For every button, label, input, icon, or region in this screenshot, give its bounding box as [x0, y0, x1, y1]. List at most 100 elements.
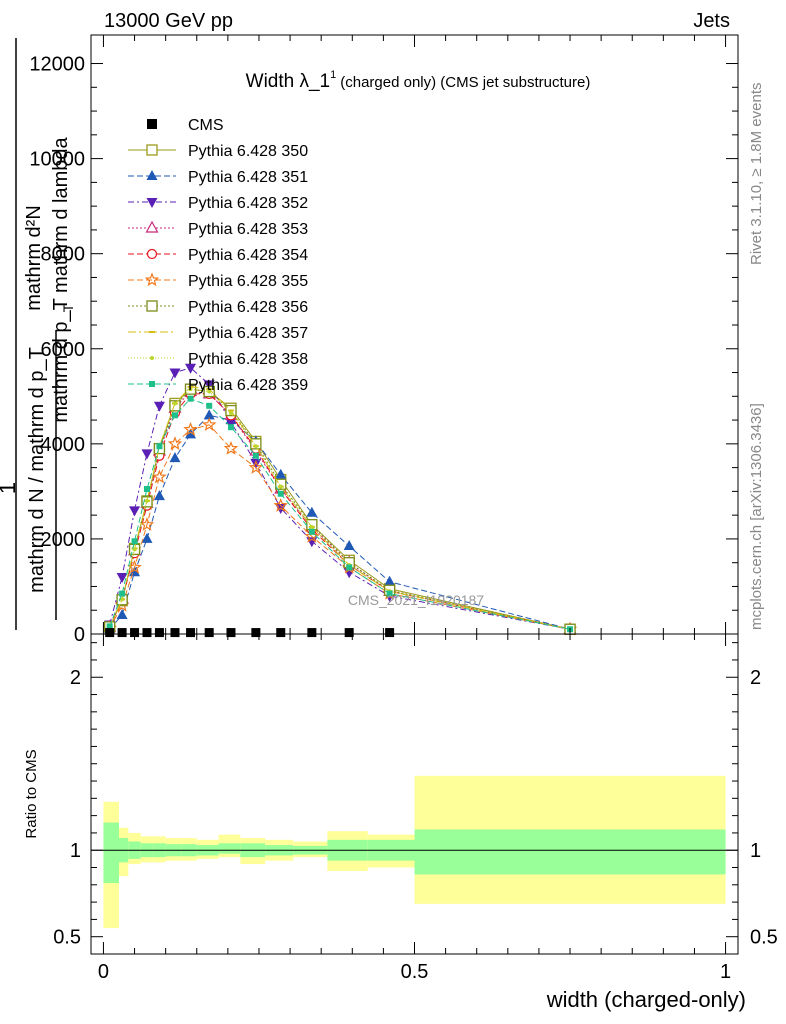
cms-data-point [251, 628, 261, 638]
series-point [207, 389, 212, 394]
series-pythia-6.428-356 [104, 383, 576, 635]
series-point [120, 597, 125, 602]
cms-data-point [276, 628, 286, 638]
series-pythia-6.428-353 [103, 384, 577, 634]
cms-data-point [186, 628, 196, 638]
legend-label: Pythia 6.428 355 [188, 273, 308, 290]
series-point [206, 402, 213, 409]
main-y-label: mathrm d²N mathrm d p_T mathrm d lambda … [0, 38, 76, 630]
series-line [109, 386, 571, 630]
series-point [152, 469, 167, 484]
series-point [131, 538, 138, 545]
main-y-tick-label: 0 [74, 624, 85, 646]
series-point [185, 363, 197, 374]
main-y-tick-label: 8000 [41, 244, 86, 266]
series-point [228, 410, 233, 415]
cms-data-point [204, 628, 214, 638]
stat-band-bin [414, 829, 726, 875]
ratio-y-tick-label-right: 1 [750, 840, 761, 862]
series-line [109, 388, 571, 630]
series-point [143, 486, 150, 493]
legend-swatch [145, 220, 159, 233]
legend-entry: Pythia 6.428 357 [128, 325, 308, 342]
legend-swatch [146, 144, 158, 156]
ratio-y-tick-label: 1 [70, 840, 81, 862]
main-title-text: Width λ_1 [246, 71, 330, 92]
ratio-y-label: Ratio to CMS [23, 749, 40, 838]
main-y-tick-label: 12000 [29, 54, 85, 76]
series-line [109, 388, 571, 630]
series-point [225, 418, 237, 429]
legend-swatch [150, 356, 154, 360]
legend-swatch [144, 272, 160, 287]
series-point [169, 452, 181, 463]
series-point [153, 490, 165, 501]
series-point [185, 428, 197, 439]
series-point [201, 417, 217, 432]
series-point [253, 444, 258, 449]
series-point [129, 566, 141, 577]
series-point [278, 484, 283, 489]
ratio-bands [103, 775, 726, 929]
legend-entry: CMS [147, 117, 224, 134]
legend-entry: Pythia 6.428 351 [128, 169, 308, 186]
legend-entry: Pythia 6.428 355 [128, 272, 308, 290]
series-point [132, 547, 137, 552]
y-label-subscript: T [60, 303, 76, 312]
series-point [187, 395, 194, 402]
legend-entry: Pythia 6.428 358 [128, 351, 308, 368]
series-point [275, 478, 287, 490]
legend-swatch [147, 119, 157, 129]
series-point [169, 368, 181, 379]
series-line [109, 390, 571, 630]
series-point [273, 497, 289, 512]
legend-label: Pythia 6.428 358 [188, 351, 308, 368]
series-point [304, 528, 320, 543]
series-point [116, 572, 128, 583]
ratio-y-tick-label: 2 [70, 667, 81, 689]
legend-label: Pythia 6.428 354 [188, 247, 308, 264]
legend-swatch [149, 381, 155, 387]
main-title-suffix: (charged only) (CMS jet substructure) [340, 74, 590, 91]
mcplots-label: mcplots.cern.ch [arXiv:1306.3436] [748, 403, 765, 630]
series-point [116, 608, 128, 619]
cms-data-point [154, 628, 164, 638]
y-label-one: 1 [0, 482, 20, 494]
x-tick-label: 1 [720, 961, 731, 983]
legend-label: Pythia 6.428 350 [188, 143, 308, 160]
series-point [223, 440, 239, 455]
legend-label: Pythia 6.428 351 [188, 169, 308, 186]
cms-data-point [170, 628, 180, 638]
series-point [106, 623, 113, 630]
legend-entry: Pythia 6.428 353 [128, 220, 308, 238]
series-point [250, 458, 262, 469]
series-pythia-6.428-351 [104, 409, 576, 634]
series-point [203, 409, 215, 420]
series-pythia-6.428-355 [102, 417, 578, 636]
legend-label: Pythia 6.428 357 [188, 325, 308, 342]
ratio-y-ticks: 0.5 0.5 1 1 2 2 [53, 642, 778, 949]
series-point [119, 590, 126, 597]
cms-data-point [142, 628, 152, 638]
series-point [203, 380, 215, 391]
series-point [144, 498, 149, 503]
main-title-superscript: 1 [330, 69, 336, 81]
y-label-numerator-top: mathrm d²N [23, 205, 45, 311]
y-label-denominator: mathrm d N / mathrm d p_T [26, 347, 48, 593]
main-y-tick-label: 10000 [29, 149, 85, 171]
series-pythia-6.428-358 [107, 387, 573, 632]
series-point [171, 412, 178, 419]
series-point [141, 532, 153, 543]
main-y-tick-label: 6000 [41, 339, 86, 361]
legend-label: Pythia 6.428 353 [188, 221, 308, 238]
cms-data-point [307, 628, 317, 638]
series-point [386, 590, 393, 597]
ratio-y-tick-label-right: 0.5 [750, 927, 778, 949]
series-pythia-6.428-354 [104, 388, 576, 635]
series-line [109, 398, 571, 630]
series-point [139, 517, 155, 531]
stat-band-bin [218, 843, 241, 854]
legend-entry: Pythia 6.428 352 [128, 195, 308, 212]
y-label-numerator-dptdl: mathrm d p_T mathrm d lambda [50, 136, 72, 422]
